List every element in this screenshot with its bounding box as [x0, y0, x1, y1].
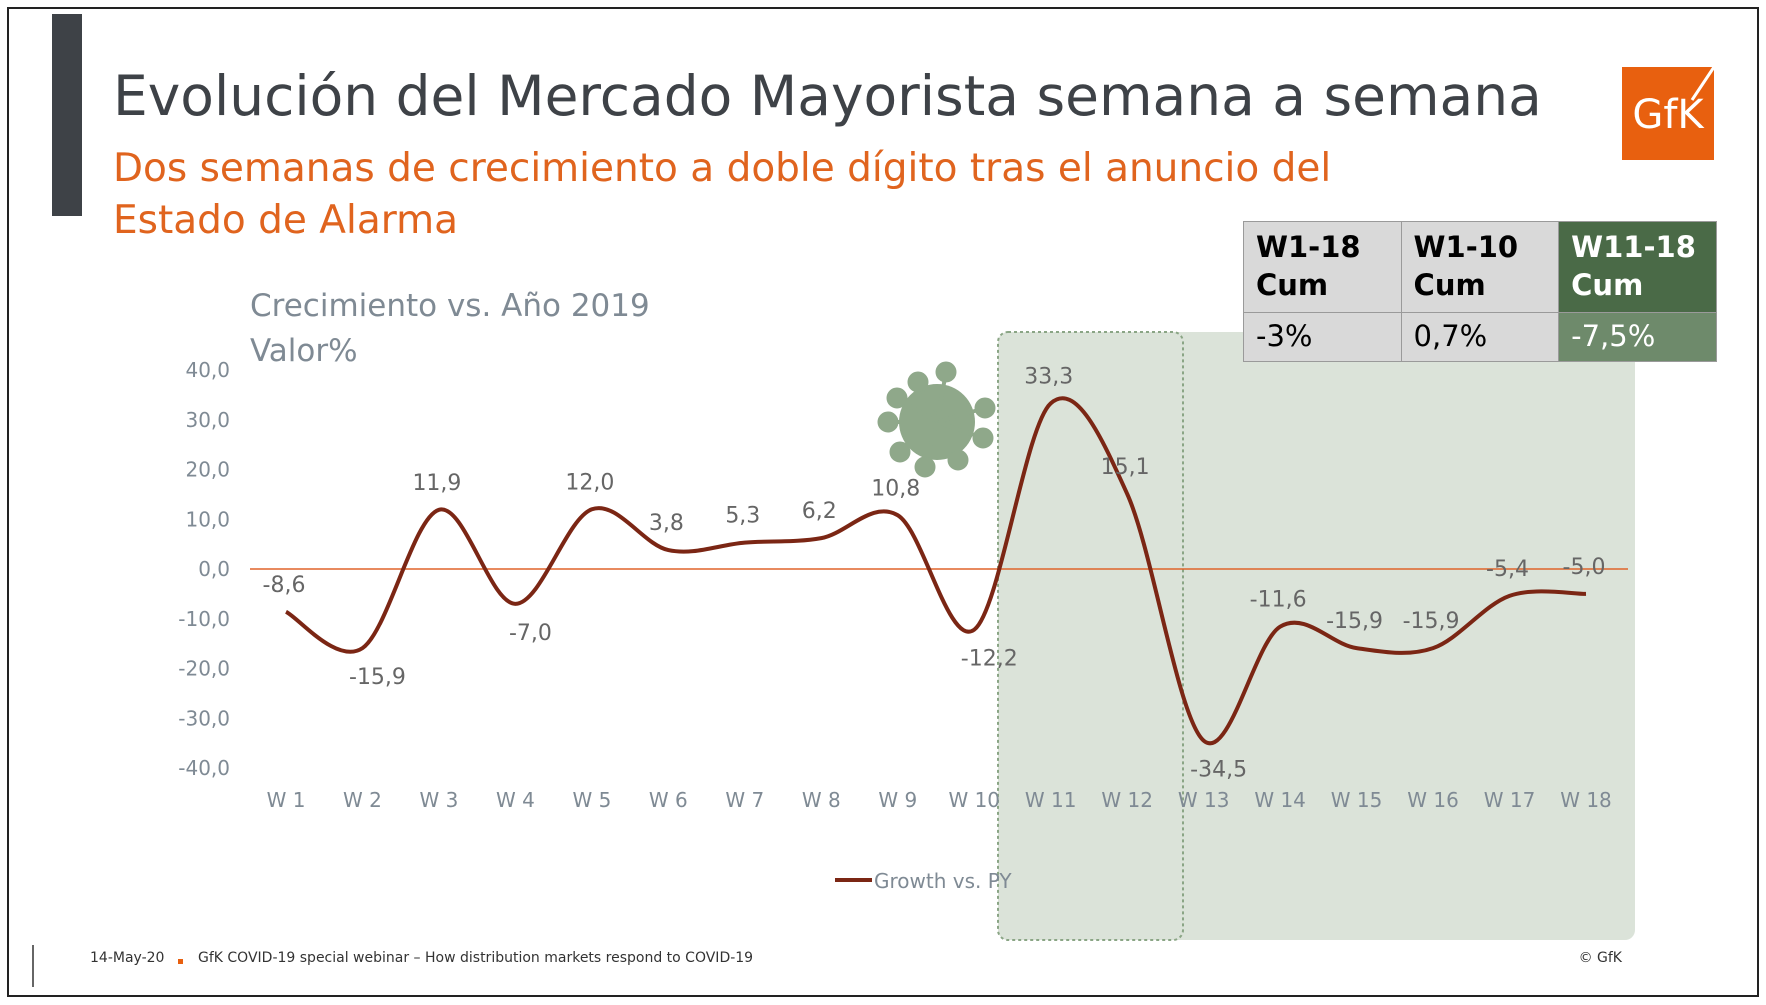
- data-label: 12,0: [565, 470, 614, 495]
- line-series: [284, 396, 1587, 746]
- data-label: 6,2: [802, 499, 837, 524]
- table-row: -3% 0,7% -7,5%: [1243, 312, 1717, 362]
- data-label: -11,6: [1250, 588, 1307, 613]
- x-tick-label: W 15: [1331, 788, 1383, 812]
- x-tick-label: W 2: [343, 788, 382, 812]
- subtitle-box: Dos semanas de crecimiento a doble dígit…: [113, 146, 1332, 243]
- x-tick-label: W 14: [1254, 788, 1306, 812]
- data-label: 3,8: [649, 511, 684, 536]
- x-tick-label: W 11: [1025, 788, 1077, 812]
- table-header-cell: W1-10 Cum: [1400, 221, 1560, 313]
- highlight-area: [998, 332, 1635, 940]
- x-tick-label: W 18: [1560, 788, 1612, 812]
- y-tick-label: 20,0: [185, 458, 230, 482]
- data-label: 33,3: [1024, 364, 1073, 389]
- data-label: -5,4: [1486, 557, 1529, 582]
- accent-bar: [52, 14, 82, 216]
- data-label: 11,9: [412, 471, 461, 496]
- x-tick-label: W 16: [1407, 788, 1459, 812]
- data-label: -12,2: [961, 647, 1018, 672]
- y-tick-label: -30,0: [178, 706, 230, 730]
- x-tick-label: W 9: [878, 788, 917, 812]
- data-label: 5,3: [725, 504, 760, 529]
- x-tick-label: W 1: [267, 788, 306, 812]
- x-tick-label: W 13: [1178, 788, 1230, 812]
- table-header-cell: W1-18 Cum: [1243, 221, 1402, 313]
- y-tick-label: 40,0: [185, 358, 230, 382]
- logo-slash: [1690, 66, 1716, 101]
- y-tick-label: 10,0: [185, 507, 230, 531]
- data-label: -15,9: [349, 665, 406, 690]
- table-cell: -3%: [1243, 312, 1402, 362]
- x-tick-label: W 6: [649, 788, 688, 812]
- x-tick-label: W 12: [1101, 788, 1153, 812]
- footer-bullet: [178, 959, 183, 964]
- legend-label: Growth vs. PY: [874, 869, 1012, 893]
- data-label: 10,8: [871, 476, 920, 501]
- data-label: -8,6: [263, 573, 306, 598]
- x-tick-label: W 8: [802, 788, 841, 812]
- logo-box: [1622, 67, 1714, 160]
- y-tick-label: -20,0: [178, 657, 230, 681]
- data-label: -15,9: [1403, 609, 1460, 634]
- x-tick-label: W 4: [496, 788, 535, 812]
- data-label: -7,0: [509, 621, 552, 646]
- y-tick-label: 30,0: [185, 408, 230, 432]
- x-tick-label: W 3: [420, 788, 459, 812]
- y-tick-label: 0,0: [198, 557, 230, 581]
- y-tick-label: -40,0: [178, 756, 230, 780]
- data-label: -15,9: [1326, 609, 1383, 634]
- axis-title: Crecimiento vs. Año 2019: [250, 288, 650, 324]
- data-label: 15,1: [1101, 455, 1150, 480]
- x-tick-label: W 17: [1484, 788, 1536, 812]
- x-tick-label: W 10: [948, 788, 1000, 812]
- y-tick-label: -10,0: [178, 607, 230, 631]
- highlight-frame: [997, 331, 1184, 941]
- x-tick-label: W 5: [572, 788, 611, 812]
- subtitle: Dos semanas de crecimiento a doble dígit…: [113, 146, 1332, 243]
- logo-text: GfK: [1632, 92, 1705, 138]
- title: Evolución del Mercado Mayorista semana a…: [113, 64, 1542, 128]
- table-header-cell: W11-18 Cum: [1558, 221, 1717, 313]
- axis-title: Valor%: [250, 333, 358, 369]
- table-header: W1-18 Cum W1-10 Cum W11-18 Cum: [1243, 221, 1717, 313]
- footer-date: 14-May-20: [90, 950, 164, 966]
- table-cell: 0,7%: [1400, 312, 1560, 362]
- summary-table: W1-18 Cum W1-10 Cum W11-18 Cum -3% 0,7% …: [1243, 221, 1717, 362]
- slide-frame: [7, 7, 1759, 997]
- data-label: -5,0: [1563, 555, 1606, 580]
- footer-event: GfK COVID-19 special webinar – How distr…: [198, 950, 753, 966]
- virus-icon: [877, 361, 996, 478]
- x-tick-label: W 7: [725, 788, 764, 812]
- data-label: -34,5: [1190, 758, 1247, 783]
- footer-copyright: © GfK: [1579, 950, 1623, 966]
- table-cell: -7,5%: [1558, 312, 1717, 362]
